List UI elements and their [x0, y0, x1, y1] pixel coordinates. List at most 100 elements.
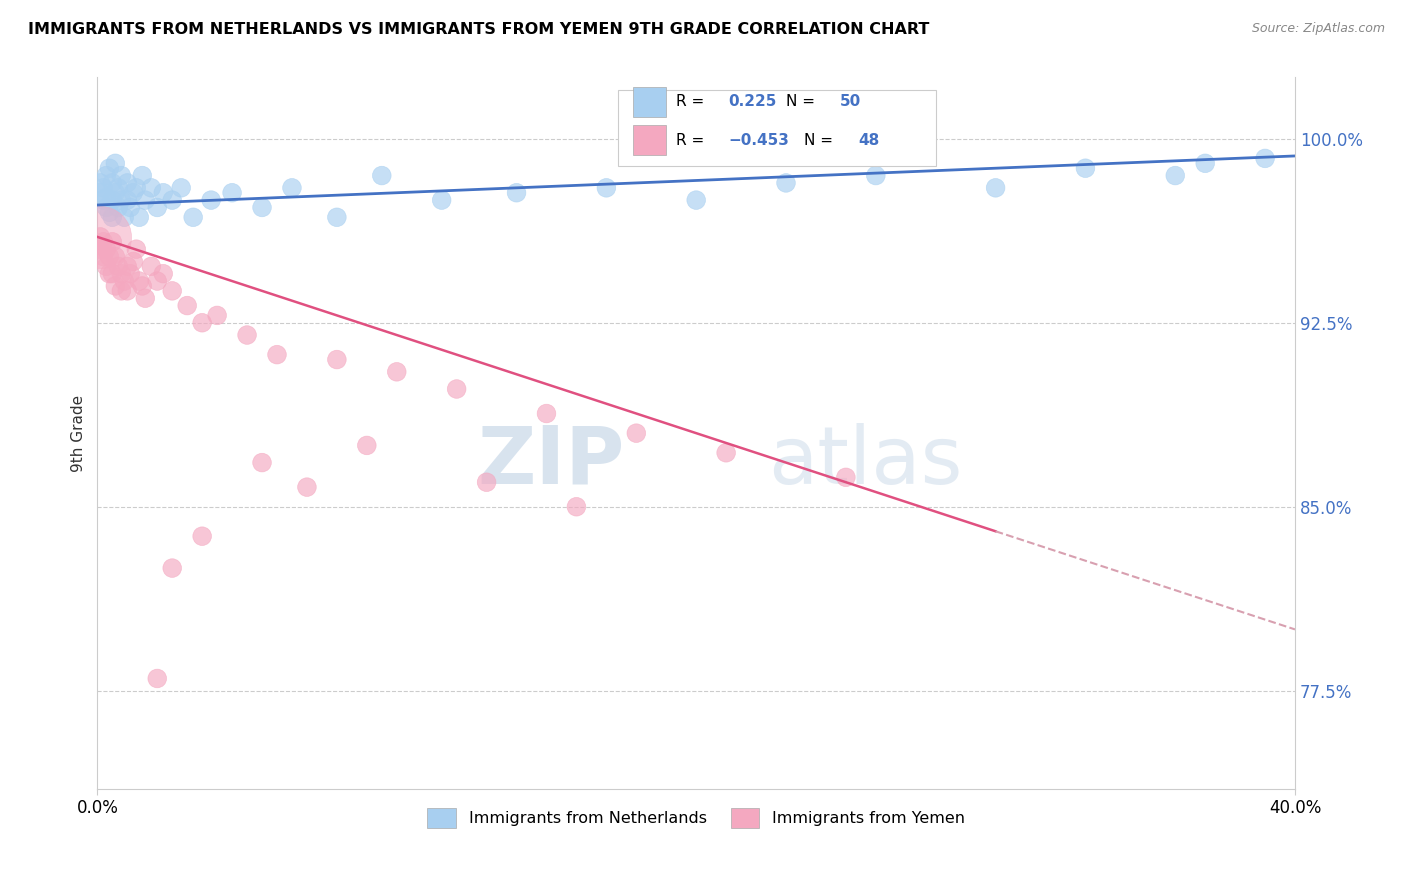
Point: [536, 407, 558, 421]
Point: [200, 193, 222, 207]
Point: [120, 201, 142, 215]
Point: [181, 211, 204, 225]
Text: 0.225: 0.225: [728, 95, 778, 110]
Legend: Immigrants from Netherlands, Immigrants from Yemen: Immigrants from Netherlands, Immigrants …: [420, 802, 972, 834]
Point: [110, 284, 132, 298]
Point: [141, 181, 163, 195]
Text: 48: 48: [858, 133, 879, 148]
Point: [835, 470, 858, 484]
Point: [134, 291, 156, 305]
Point: [91, 181, 114, 195]
Point: [326, 211, 349, 225]
Point: [96, 260, 118, 274]
Point: [281, 181, 304, 195]
Point: [107, 260, 129, 274]
Point: [89, 176, 111, 190]
Point: [170, 181, 193, 195]
Point: [565, 500, 588, 514]
Point: [1194, 156, 1216, 170]
Point: [96, 169, 118, 183]
Point: [295, 480, 318, 494]
Point: [89, 230, 111, 244]
FancyBboxPatch shape: [633, 87, 666, 117]
Point: [221, 186, 243, 200]
Point: [110, 169, 132, 183]
Point: [191, 529, 214, 543]
Point: [104, 279, 127, 293]
Point: [91, 235, 114, 249]
Point: [89, 230, 111, 244]
Point: [98, 161, 121, 176]
Point: [385, 365, 408, 379]
Point: [117, 176, 139, 190]
Point: [125, 242, 148, 256]
Point: [714, 446, 737, 460]
Point: [626, 426, 648, 441]
Text: R =: R =: [676, 133, 709, 148]
Point: [146, 201, 169, 215]
FancyBboxPatch shape: [619, 89, 936, 167]
Point: [101, 176, 124, 190]
Point: [96, 242, 118, 256]
Point: [191, 316, 214, 330]
Point: [160, 284, 183, 298]
Point: [112, 211, 135, 225]
Point: [1164, 169, 1187, 183]
Point: [122, 254, 145, 268]
Point: [89, 186, 111, 200]
Point: [176, 299, 198, 313]
Point: [107, 201, 129, 215]
Point: [775, 176, 797, 190]
FancyBboxPatch shape: [633, 125, 666, 155]
Point: [152, 186, 174, 200]
Point: [205, 309, 228, 323]
Point: [475, 475, 498, 490]
Point: [152, 267, 174, 281]
Point: [98, 250, 121, 264]
Point: [104, 156, 127, 170]
Point: [117, 284, 139, 298]
Point: [96, 201, 118, 215]
Point: [110, 267, 132, 281]
Point: [101, 235, 124, 249]
Point: [146, 672, 169, 686]
Point: [131, 169, 153, 183]
Point: [685, 193, 707, 207]
Point: [131, 279, 153, 293]
Point: [128, 211, 150, 225]
Point: [101, 267, 124, 281]
Point: [160, 561, 183, 575]
Point: [91, 193, 114, 207]
Point: [101, 193, 124, 207]
Point: [250, 201, 273, 215]
Text: atlas: atlas: [768, 423, 963, 500]
Point: [326, 352, 349, 367]
Text: N =: N =: [804, 133, 838, 148]
Text: R =: R =: [676, 95, 709, 110]
Point: [266, 348, 288, 362]
Text: N =: N =: [786, 95, 820, 110]
Point: [865, 169, 887, 183]
Point: [984, 181, 1007, 195]
Point: [104, 250, 127, 264]
Point: [125, 181, 148, 195]
Point: [128, 274, 150, 288]
Point: [446, 382, 468, 396]
Text: ZIP: ZIP: [477, 423, 624, 500]
Point: [236, 328, 259, 343]
Point: [101, 211, 124, 225]
Point: [371, 169, 394, 183]
Point: [112, 274, 135, 288]
Point: [146, 274, 169, 288]
Point: [1254, 152, 1277, 166]
Point: [98, 205, 121, 219]
Point: [1074, 161, 1097, 176]
Point: [356, 438, 378, 452]
Point: [110, 193, 132, 207]
Point: [122, 186, 145, 200]
Point: [120, 267, 142, 281]
Point: [91, 250, 114, 264]
Point: [117, 260, 139, 274]
Point: [160, 193, 183, 207]
Y-axis label: 9th Grade: 9th Grade: [72, 394, 86, 472]
